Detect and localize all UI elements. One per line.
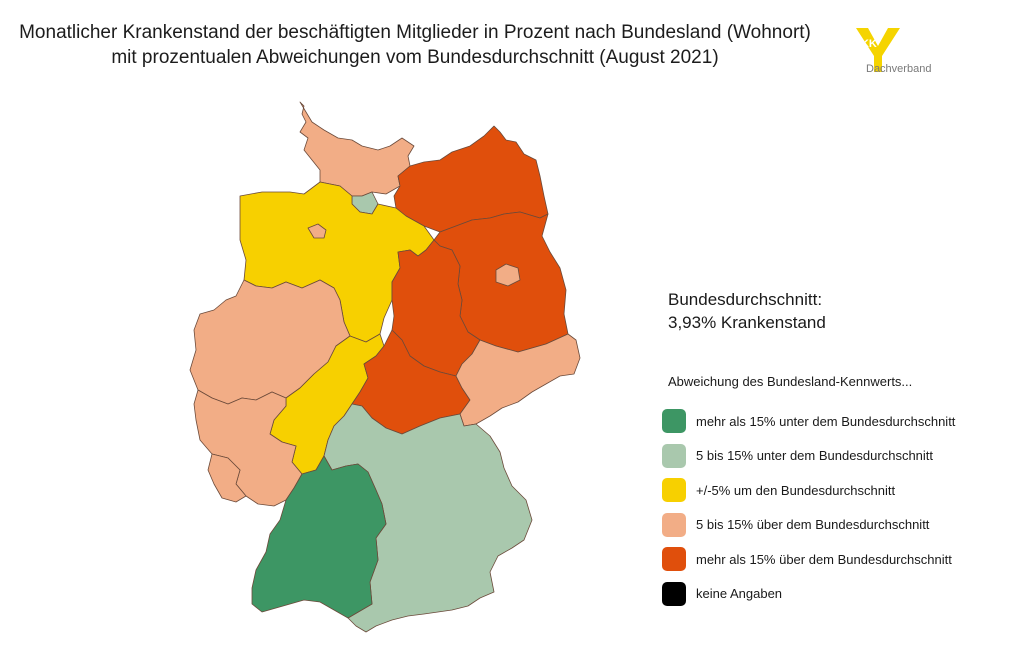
- legend-item: keine Angaben: [662, 577, 955, 612]
- legend-item: 5 bis 15% über dem Bundesdurchschnitt: [662, 508, 955, 543]
- legend-label: +/-5% um den Bundesdurchschnitt: [696, 482, 896, 498]
- region-bremen: [307, 223, 327, 239]
- legend-label: 5 bis 15% unter dem Bundesdurchschnitt: [696, 448, 934, 464]
- legend-item: mehr als 15% unter dem Bundesdurchschnit…: [662, 404, 955, 439]
- average-value: 3,93% Krankenstand: [668, 313, 826, 332]
- chart-title: Monatlicher Krankenstand der beschäftigt…: [0, 20, 830, 70]
- legend-swatch: [662, 409, 686, 434]
- legend-label: mehr als 15% über dem Bundesdurchschnitt: [696, 551, 952, 567]
- legend-swatch: [662, 547, 686, 572]
- legend-item: +/-5% um den Bundesdurchschnitt: [662, 473, 955, 508]
- bkk-logo-icon: [856, 28, 900, 72]
- average-label: Bundesdurchschnitt:: [668, 290, 823, 309]
- title-line-2: mit prozentualen Abweichungen vom Bundes…: [111, 47, 719, 68]
- legend-swatch: [662, 443, 686, 468]
- logo-mark: BKK: [853, 38, 877, 50]
- legend-label: keine Angaben: [696, 586, 783, 602]
- germany-map: [189, 101, 581, 633]
- region-schleswig-holstein: [299, 101, 415, 197]
- legend-swatch: [662, 512, 686, 537]
- legend-swatch: [662, 478, 686, 503]
- region-baden-wuerttemberg: [251, 455, 387, 619]
- legend-label: mehr als 15% unter dem Bundesdurchschnit…: [696, 413, 956, 429]
- average-box: Bundesdurchschnitt: 3,93% Krankenstand: [668, 288, 826, 334]
- legend-label: 5 bis 15% über dem Bundesdurchschnitt: [696, 517, 930, 533]
- logo-text: Dachverband: [866, 63, 932, 75]
- legend-swatch: [662, 581, 686, 606]
- title-line-1: Monatlicher Krankenstand der beschäftigt…: [19, 22, 811, 43]
- legend-title: Abweichung des Bundesland-Kennwerts...: [668, 374, 913, 389]
- region-mecklenburg-vorpommern: [393, 125, 549, 233]
- region-berlin: [495, 263, 521, 287]
- region-saarland: [207, 453, 247, 503]
- legend: mehr als 15% unter dem Bundesdurchschnit…: [662, 404, 955, 611]
- legend-item: mehr als 15% über dem Bundesdurchschnitt: [662, 542, 955, 577]
- legend-item: 5 bis 15% unter dem Bundesdurchschnitt: [662, 439, 955, 474]
